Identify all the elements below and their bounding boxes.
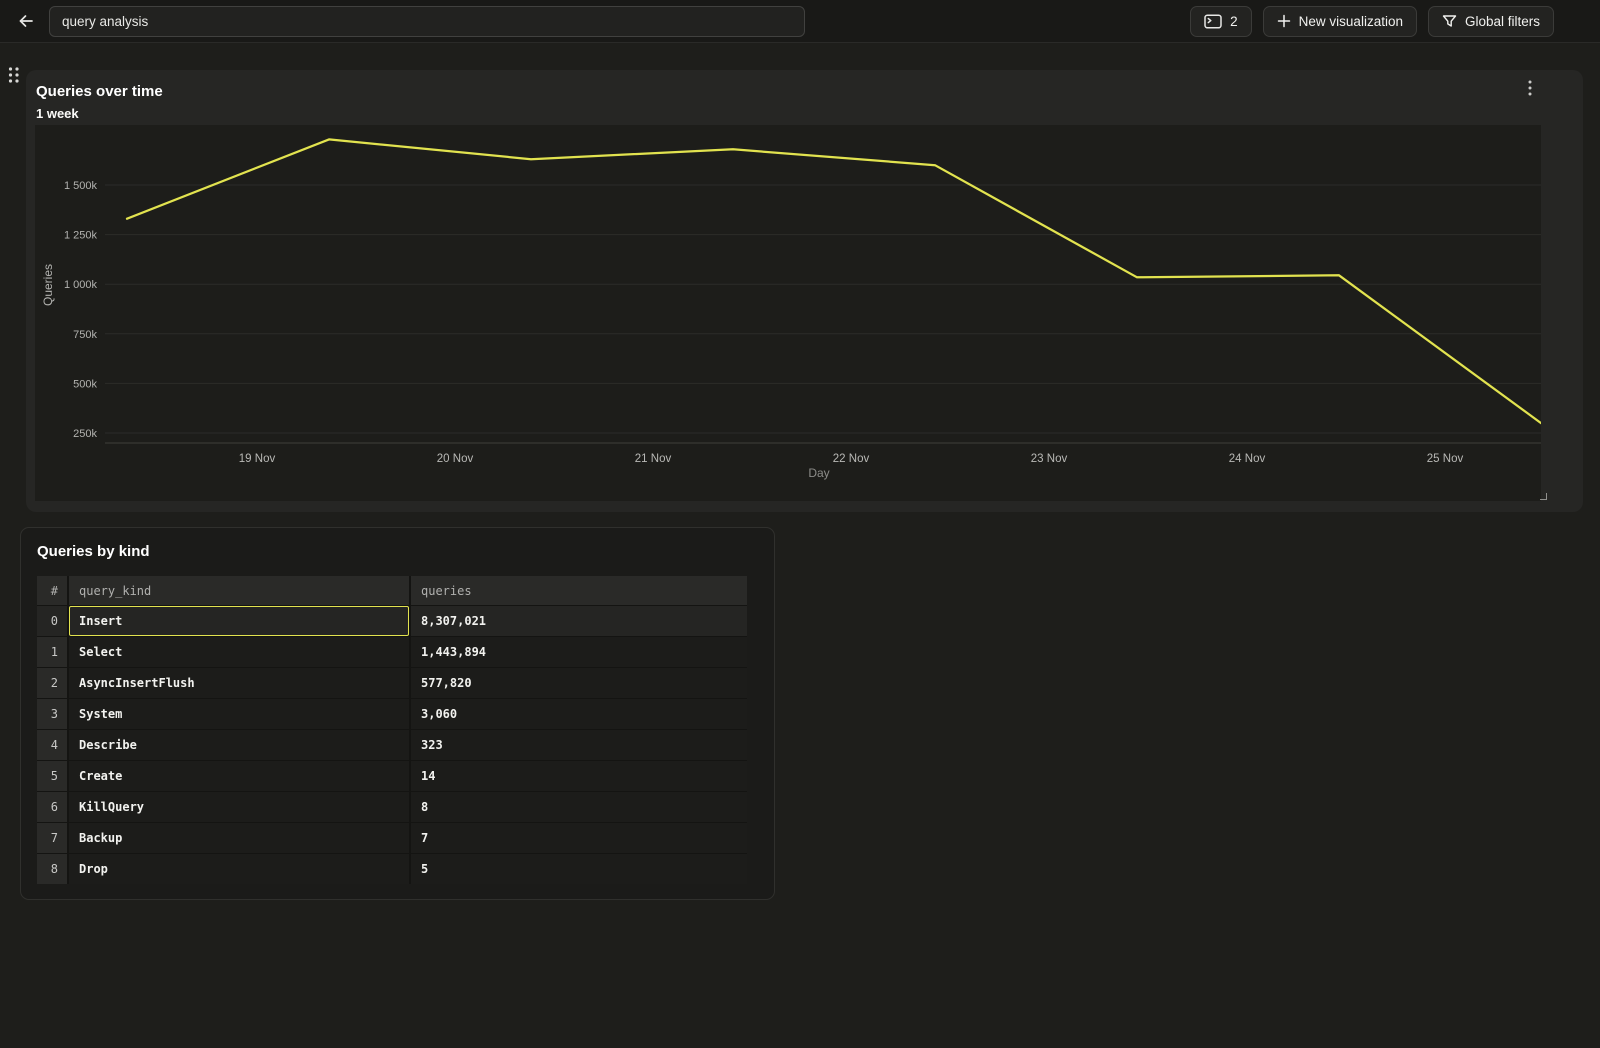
table-cell-query-kind[interactable]: Create <box>69 761 409 791</box>
dashboard-title-input[interactable] <box>49 5 805 37</box>
plus-icon <box>1277 14 1290 28</box>
column-header-query-kind[interactable]: query_kind <box>69 576 409 605</box>
table-cell-query-kind[interactable]: KillQuery <box>69 792 409 822</box>
column-header-queries[interactable]: queries <box>411 576 747 605</box>
x-axis-title: Day <box>808 466 829 480</box>
x-tick-label: 24 Nov <box>1229 453 1266 465</box>
row-index-cell[interactable]: 0 <box>37 606 67 636</box>
y-tick-label: 1 000k <box>64 279 98 291</box>
table-cell-query-kind[interactable]: Describe <box>69 730 409 760</box>
table-panel-queries-by-kind: Queries by kind # query_kind queries 0 Inser… <box>20 527 775 900</box>
y-tick-label: 250k <box>73 428 97 440</box>
row-index-cell[interactable]: 4 <box>37 730 67 760</box>
panel-menu-button[interactable] <box>1519 77 1541 99</box>
table-cell-query-kind[interactable]: Insert <box>69 606 409 636</box>
panel-resize-handle[interactable] <box>1540 493 1547 500</box>
x-tick-label: 25 Nov <box>1427 453 1464 465</box>
y-tick-label: 1 250k <box>64 230 98 242</box>
new-visualization-label: New visualization <box>1298 13 1403 29</box>
line-chart-plot-area[interactable]: 250k 500k 750k 1 000k 1 250k 1 500k 19 Nov 20 N… <box>35 125 1541 501</box>
back-button[interactable] <box>14 9 38 33</box>
chart-title: Queries over time <box>36 83 163 100</box>
console-icon <box>1204 13 1222 29</box>
column-header-index[interactable]: # <box>37 576 67 605</box>
row-index-cell[interactable]: 3 <box>37 699 67 729</box>
x-tick-label: 22 Nov <box>833 453 870 465</box>
kebab-menu-icon <box>1528 80 1532 96</box>
global-filters-button[interactable]: Global filters <box>1427 5 1554 37</box>
table-cell-query-kind[interactable]: System <box>69 699 409 729</box>
dashboard-canvas: Queries over time 1 week 250k 500k 750k 1 0… <box>0 43 1600 1048</box>
chart-line-series <box>125 138 1541 425</box>
new-visualization-button[interactable]: New visualization <box>1262 5 1417 37</box>
global-filters-label: Global filters <box>1464 13 1540 29</box>
table-cell-queries[interactable]: 8,307,021 <box>411 606 747 636</box>
x-tick-label: 20 Nov <box>437 453 474 465</box>
row-index-cell[interactable]: 6 <box>37 792 67 822</box>
query-kind-table: # query_kind queries 0 Insert 8,307,021 1 Selec… <box>37 576 747 884</box>
chart-panel-queries-over-time: Queries over time 1 week 250k 500k 750k 1 0… <box>26 70 1583 512</box>
table-cell-queries[interactable]: 323 <box>411 730 747 760</box>
table-cell-queries[interactable]: 5 <box>411 854 747 884</box>
table-cell-queries[interactable]: 7 <box>411 823 747 853</box>
table-cell-queries[interactable]: 8 <box>411 792 747 822</box>
table-cell-query-kind[interactable]: Select <box>69 637 409 667</box>
sql-console-button[interactable]: 2 <box>1190 5 1252 37</box>
row-index-cell[interactable]: 2 <box>37 668 67 698</box>
x-tick-label: 23 Nov <box>1031 453 1068 465</box>
chart-subtitle: 1 week <box>36 106 79 121</box>
row-index-cell[interactable]: 5 <box>37 761 67 791</box>
y-tick-label: 500k <box>73 378 97 390</box>
table-cell-queries[interactable]: 3,060 <box>411 699 747 729</box>
arrow-left-icon <box>19 15 33 27</box>
x-tick-label: 19 Nov <box>239 453 276 465</box>
table-cell-queries[interactable]: 1,443,894 <box>411 637 747 667</box>
topbar: 2 New visualization Global filters <box>0 0 1600 43</box>
table-title: Queries by kind <box>37 543 150 560</box>
y-tick-label: 750k <box>73 329 97 341</box>
chart-panel-header: Queries over time 1 week <box>26 70 1583 121</box>
y-tick-label: 1 500k <box>64 180 98 192</box>
table-cell-query-kind[interactable]: Drop <box>69 854 409 884</box>
table-cell-queries[interactable]: 14 <box>411 761 747 791</box>
y-axis-title: Queries <box>41 264 55 306</box>
table-cell-query-kind[interactable]: Backup <box>69 823 409 853</box>
x-tick-label: 21 Nov <box>635 453 672 465</box>
filter-funnel-icon <box>1442 14 1457 27</box>
console-count: 2 <box>1230 13 1238 29</box>
table-cell-query-kind[interactable]: AsyncInsertFlush <box>69 668 409 698</box>
row-index-cell[interactable]: 1 <box>37 637 67 667</box>
table-cell-queries[interactable]: 577,820 <box>411 668 747 698</box>
row-index-cell[interactable]: 7 <box>37 823 67 853</box>
row-index-cell[interactable]: 8 <box>37 854 67 884</box>
drag-handle-icon[interactable] <box>6 66 22 84</box>
